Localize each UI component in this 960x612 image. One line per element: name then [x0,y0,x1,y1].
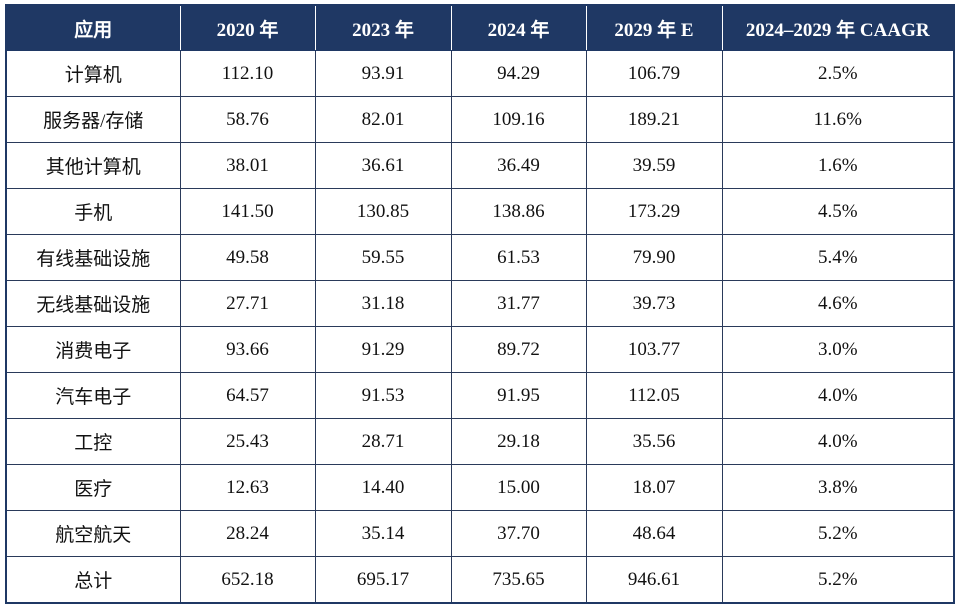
header-2020: 2020 年 [179,4,316,51]
cell-cagr: 5.2% [721,510,955,557]
cell-2029e: 35.56 [585,418,723,465]
cell-2024: 735.65 [450,556,587,604]
cell-cagr: 3.8% [721,464,955,511]
cell-2029e: 106.79 [585,50,723,97]
cell-2024: 89.72 [450,326,587,373]
header-2023: 2023 年 [314,4,452,51]
cell-application: 手机 [5,188,181,235]
cell-cagr: 1.6% [721,142,955,189]
cell-cagr: 2.5% [721,50,955,97]
header-cagr: 2024–2029 年 CAAGR [721,4,955,51]
cell-2029e: 79.90 [585,234,723,281]
table-row: 航空航天 28.24 35.14 37.70 48.64 5.2% [5,510,955,557]
cell-2024: 94.29 [450,50,587,97]
cell-2029e: 39.73 [585,280,723,327]
cell-cagr: 4.6% [721,280,955,327]
cell-cagr: 5.2% [721,556,955,604]
cell-2023: 59.55 [314,234,452,281]
table-row: 汽车电子 64.57 91.53 91.95 112.05 4.0% [5,372,955,419]
cell-2020: 38.01 [179,142,316,189]
cell-2020: 28.24 [179,510,316,557]
table-row: 有线基础设施 49.58 59.55 61.53 79.90 5.4% [5,234,955,281]
cell-2024: 37.70 [450,510,587,557]
cell-2029e: 18.07 [585,464,723,511]
header-2029e: 2029 年 E [585,4,723,51]
cell-2023: 93.91 [314,50,452,97]
cell-cagr: 5.4% [721,234,955,281]
cell-application: 无线基础设施 [5,280,181,327]
market-table-container: 应用 2020 年 2023 年 2024 年 2029 年 E 2024–20… [5,4,955,604]
cell-2023: 91.29 [314,326,452,373]
table-row: 总计 652.18 695.17 735.65 946.61 5.2% [5,556,955,604]
cell-2023: 28.71 [314,418,452,465]
cell-2024: 61.53 [450,234,587,281]
cell-2020: 141.50 [179,188,316,235]
cell-2029e: 103.77 [585,326,723,373]
cell-2023: 14.40 [314,464,452,511]
cell-2029e: 112.05 [585,372,723,419]
table-header-row: 应用 2020 年 2023 年 2024 年 2029 年 E 2024–20… [5,4,955,51]
cell-2020: 652.18 [179,556,316,604]
cell-application: 服务器/存储 [5,96,181,143]
cell-cagr: 4.5% [721,188,955,235]
cell-application: 消费电子 [5,326,181,373]
cell-2023: 695.17 [314,556,452,604]
cell-application: 计算机 [5,50,181,97]
cell-2029e: 189.21 [585,96,723,143]
cell-application: 总计 [5,556,181,604]
cell-2023: 130.85 [314,188,452,235]
cell-2024: 91.95 [450,372,587,419]
cell-2020: 64.57 [179,372,316,419]
header-application: 应用 [5,4,181,51]
cell-2029e: 39.59 [585,142,723,189]
cell-2020: 12.63 [179,464,316,511]
cell-application: 有线基础设施 [5,234,181,281]
cell-2029e: 48.64 [585,510,723,557]
cell-2024: 31.77 [450,280,587,327]
cell-cagr: 3.0% [721,326,955,373]
cell-2020: 93.66 [179,326,316,373]
cell-2024: 29.18 [450,418,587,465]
cell-application: 汽车电子 [5,372,181,419]
cell-cagr: 4.0% [721,372,955,419]
table-row: 工控 25.43 28.71 29.18 35.56 4.0% [5,418,955,465]
cell-2023: 36.61 [314,142,452,189]
cell-2020: 49.58 [179,234,316,281]
cell-2020: 25.43 [179,418,316,465]
market-table: 应用 2020 年 2023 年 2024 年 2029 年 E 2024–20… [5,4,955,604]
cell-2029e: 946.61 [585,556,723,604]
cell-2024: 15.00 [450,464,587,511]
table-row: 其他计算机 38.01 36.61 36.49 39.59 1.6% [5,142,955,189]
cell-application: 工控 [5,418,181,465]
cell-2023: 91.53 [314,372,452,419]
table-row: 无线基础设施 27.71 31.18 31.77 39.73 4.6% [5,280,955,327]
cell-cagr: 4.0% [721,418,955,465]
table-row: 服务器/存储 58.76 82.01 109.16 189.21 11.6% [5,96,955,143]
cell-2023: 35.14 [314,510,452,557]
cell-2023: 82.01 [314,96,452,143]
cell-2020: 27.71 [179,280,316,327]
cell-2024: 138.86 [450,188,587,235]
cell-2020: 58.76 [179,96,316,143]
cell-2024: 109.16 [450,96,587,143]
table-row: 消费电子 93.66 91.29 89.72 103.77 3.0% [5,326,955,373]
header-2024: 2024 年 [450,4,587,51]
cell-cagr: 11.6% [721,96,955,143]
table-row: 手机 141.50 130.85 138.86 173.29 4.5% [5,188,955,235]
cell-2024: 36.49 [450,142,587,189]
cell-2029e: 173.29 [585,188,723,235]
cell-application: 其他计算机 [5,142,181,189]
table-row: 计算机 112.10 93.91 94.29 106.79 2.5% [5,50,955,97]
cell-2023: 31.18 [314,280,452,327]
table-row: 医疗 12.63 14.40 15.00 18.07 3.8% [5,464,955,511]
cell-application: 医疗 [5,464,181,511]
cell-application: 航空航天 [5,510,181,557]
cell-2020: 112.10 [179,50,316,97]
